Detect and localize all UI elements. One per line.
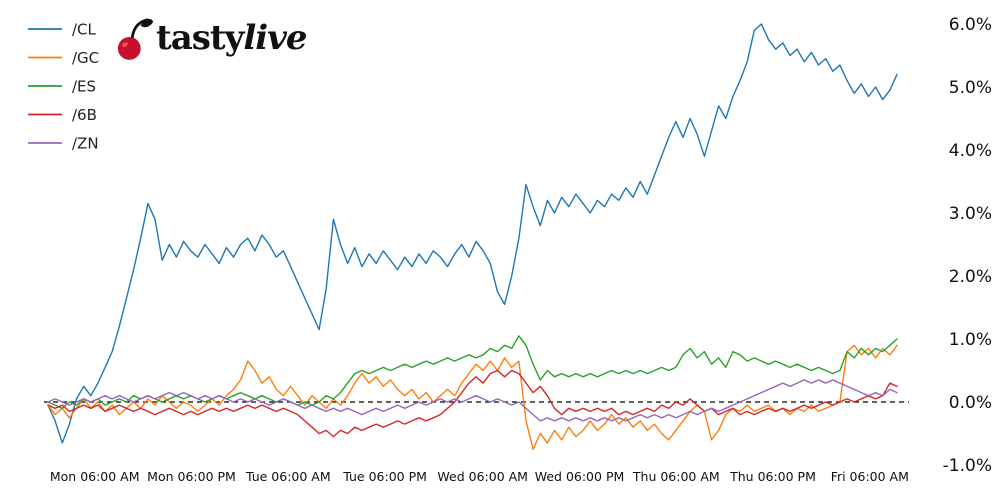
x-tick-label: Thu 06:00 PM [729, 469, 816, 484]
tastylive-logo: tastylive [116, 14, 308, 62]
legend-label-6B: /6B [72, 106, 97, 124]
series-line-ZN [47, 379, 898, 422]
x-tick-label: Mon 06:00 PM [147, 469, 236, 484]
y-tick-label: 3.0% [949, 204, 992, 224]
x-tick-label: Tue 06:00 PM [342, 469, 427, 484]
series-line-6B [47, 369, 898, 438]
y-tick-label: 1.0% [949, 330, 992, 350]
x-tick-label: Tue 06:00 AM [245, 469, 331, 484]
legend-label-ES: /ES [72, 78, 96, 96]
brand-tasty: tasty [156, 18, 244, 58]
x-tick-label: Wed 06:00 PM [535, 469, 625, 484]
y-tick-label: 4.0% [949, 141, 992, 161]
y-tick-label: 5.0% [949, 78, 992, 98]
legend-label-GC: /GC [72, 49, 99, 67]
brand-name: tastylive [156, 18, 308, 58]
y-tick-label: 6.0% [949, 15, 992, 35]
y-tick-label: 0.0% [949, 393, 992, 413]
legend-label-CL: /CL [72, 21, 97, 39]
legend-label-ZN: /ZN [72, 135, 99, 153]
x-tick-label: Thu 06:00 AM [632, 469, 720, 484]
x-tick-label: Wed 06:00 AM [437, 469, 528, 484]
x-tick-label: Mon 06:00 AM [50, 469, 140, 484]
y-tick-label: -1.0% [943, 456, 992, 476]
series-line-GC [47, 344, 898, 450]
series-line-ES [47, 335, 898, 409]
x-tick-label: Fri 06:00 AM [831, 469, 909, 484]
brand-live: live [243, 18, 307, 58]
series-line-CL [47, 23, 898, 444]
y-tick-label: 2.0% [949, 267, 992, 287]
cherry-icon [117, 18, 154, 60]
